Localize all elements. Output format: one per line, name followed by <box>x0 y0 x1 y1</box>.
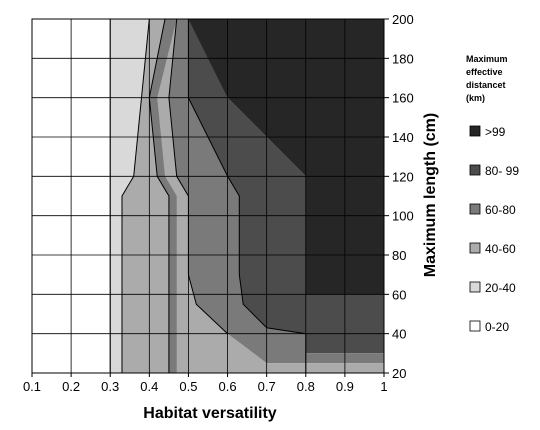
x-tick-label: 1 <box>380 379 387 394</box>
legend-title-line: Maximum <box>466 54 508 64</box>
y-tick-label: 60 <box>392 287 406 302</box>
y-tick-label: 100 <box>392 209 414 224</box>
legend-label: 60-80 <box>485 203 516 217</box>
y-tick-label: 40 <box>392 327 406 342</box>
y-tick-label: 160 <box>392 91 414 106</box>
x-tick-label: 0.9 <box>336 379 354 394</box>
legend-label: >99 <box>485 125 506 139</box>
y-tick-label: 140 <box>392 130 414 145</box>
legend-label: 80- 99 <box>485 164 519 178</box>
plot-frame <box>31 18 385 374</box>
band-60-80-2 <box>168 19 384 364</box>
band-40-60-5 <box>122 19 169 373</box>
x-axis-title: Habitat versatility <box>143 405 276 422</box>
legend: Maximum effective distancet (km) >99 80- 99 60… <box>466 54 519 334</box>
x-tick-label: 0.2 <box>62 379 80 394</box>
legend-title-line: (km) <box>466 93 485 103</box>
x-tick-label: 0.4 <box>140 379 158 394</box>
y-tick-label: 200 <box>392 12 414 27</box>
legend-title-line: effective <box>466 67 503 77</box>
band--99-0 <box>188 19 384 295</box>
legend-title-line: distancet <box>466 80 506 90</box>
x-tick-label: 0.6 <box>219 379 237 394</box>
y-tick-label: 80 <box>392 248 406 263</box>
band-80-99-1 <box>188 19 384 354</box>
legend-swatch <box>469 164 481 176</box>
legend-swatch <box>469 281 481 293</box>
x-tick-label: 0.1 <box>23 379 41 394</box>
x-tick-label: 0.3 <box>101 379 119 394</box>
legend-swatch <box>469 125 481 137</box>
contour-line-4 <box>187 19 307 373</box>
legend-swatch <box>469 242 481 254</box>
contour-bands <box>32 19 384 373</box>
y-tick-label: 20 <box>392 366 406 381</box>
y-axis: 20 40 60 80 100 120 140 160 180 200 <box>384 12 414 381</box>
band-60-80-6 <box>149 19 177 373</box>
legend-label: 40-60 <box>485 242 516 256</box>
x-tick-label: 0.5 <box>179 379 197 394</box>
x-tick-label: 0.7 <box>258 379 276 394</box>
y-tick-label: 180 <box>392 51 414 66</box>
x-tick-label: 0.8 <box>297 379 315 394</box>
y-axis-title: Maximum length (cm) <box>422 113 439 277</box>
legend-label: 20-40 <box>485 281 516 295</box>
x-axis: 0.1 0.2 0.3 0.4 0.5 0.6 0.7 0.8 0.9 1 <box>23 373 388 394</box>
band-20-40-4 <box>110 19 150 373</box>
y-tick-label: 120 <box>392 169 414 184</box>
legend-label: 0-20 <box>485 320 509 334</box>
legend-swatch <box>469 203 481 215</box>
legend-swatch <box>469 320 481 332</box>
